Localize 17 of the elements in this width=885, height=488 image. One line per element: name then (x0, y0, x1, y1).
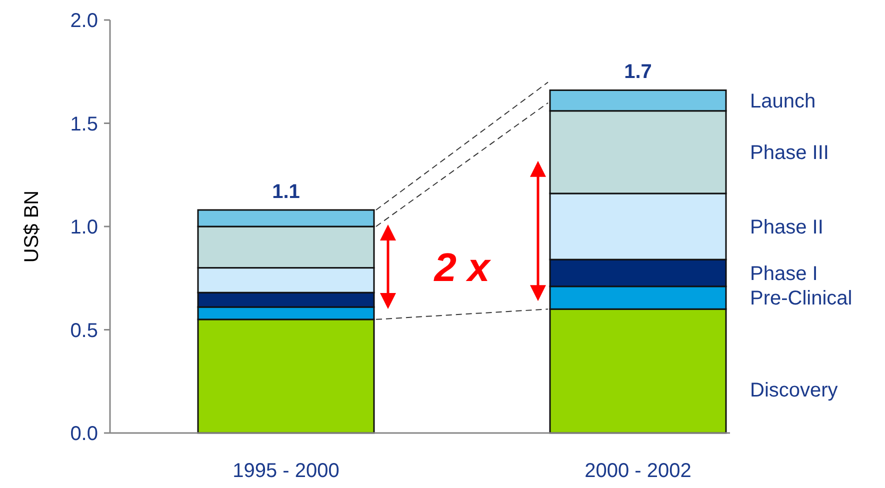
series-label: Phase III (750, 142, 829, 164)
series-label: Pre-Clinical (750, 288, 852, 310)
annotation: 2 x (433, 246, 492, 290)
y-tick-label: 1.0 (70, 216, 98, 238)
y-tick-label: 0.5 (70, 320, 98, 342)
series-label: Launch (750, 90, 816, 113)
x-tick-label: 1995 - 2000 (232, 460, 340, 482)
series-label: Phase II (750, 216, 824, 238)
total-label: 1.7 (624, 61, 652, 84)
y-tick-label: 2.0 (70, 10, 98, 32)
series-label: Phase I (750, 262, 818, 285)
y-tick-label: 0.0 (70, 423, 98, 445)
total-label: 1.1 (272, 180, 300, 203)
y-axis-title: US$ BN (21, 190, 43, 263)
y-tick-label: 1.5 (70, 113, 98, 136)
x-tick-label: 2000 - 2002 (584, 460, 692, 482)
series-label: Discovery (750, 380, 838, 402)
